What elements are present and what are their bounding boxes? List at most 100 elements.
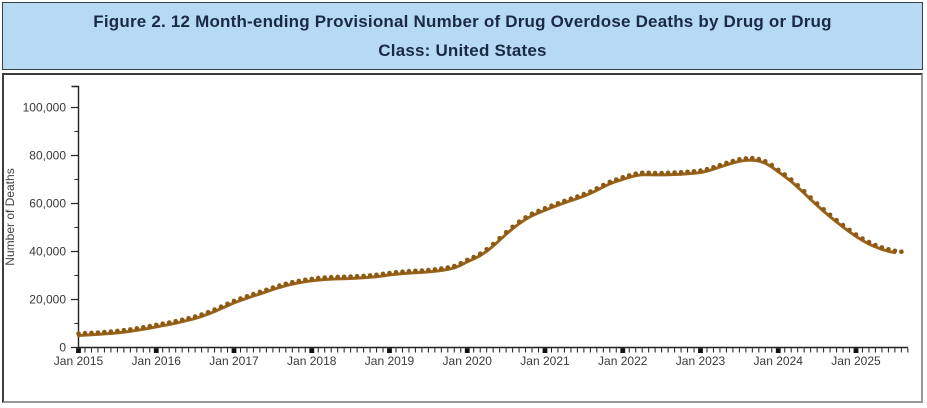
predicted-value-dot[interactable] <box>400 269 405 275</box>
predicted-value-dot[interactable] <box>782 172 787 177</box>
predicted-value-dot[interactable] <box>879 245 885 250</box>
predicted-value-dot[interactable] <box>160 321 165 327</box>
predicted-value-dot[interactable] <box>179 317 185 323</box>
predicted-value-dot[interactable] <box>834 217 839 223</box>
predicted-value-dot[interactable] <box>452 263 457 269</box>
predicted-value-dot[interactable] <box>892 248 898 254</box>
predicted-value-dot[interactable] <box>568 196 574 201</box>
predicted-value-dot[interactable] <box>581 191 587 197</box>
predicted-value-dot[interactable] <box>886 247 891 252</box>
predicted-value-dot[interactable] <box>108 329 114 334</box>
predicted-value-dot[interactable] <box>601 182 606 188</box>
predicted-value-dot[interactable] <box>730 158 736 164</box>
predicted-value-dot[interactable] <box>555 201 561 206</box>
predicted-value-dot[interactable] <box>277 283 282 288</box>
predicted-value-dot[interactable] <box>711 165 716 170</box>
predicted-value-dot[interactable] <box>458 261 464 266</box>
predicted-value-dot[interactable] <box>290 279 295 285</box>
predicted-value-dot[interactable] <box>866 239 872 245</box>
predicted-value-dot[interactable] <box>315 275 321 281</box>
predicted-value-dot[interactable] <box>542 206 548 211</box>
predicted-value-dot[interactable] <box>89 330 94 336</box>
predicted-value-dot[interactable] <box>296 278 302 284</box>
predicted-value-dot[interactable] <box>406 268 412 274</box>
predicted-value-dot[interactable] <box>244 294 250 299</box>
predicted-value-dot[interactable] <box>166 320 172 325</box>
predicted-value-dot[interactable] <box>497 236 502 241</box>
predicted-value-dot[interactable] <box>562 198 567 204</box>
predicted-value-dot[interactable] <box>523 215 528 220</box>
predicted-value-dot[interactable] <box>665 170 671 176</box>
predicted-value-dot[interactable] <box>536 208 541 214</box>
predicted-value-dot[interactable] <box>594 186 600 191</box>
predicted-value-dot[interactable] <box>704 166 710 172</box>
predicted-value-dot[interactable] <box>788 177 794 182</box>
predicted-value-dot[interactable] <box>173 318 178 324</box>
predicted-value-dot[interactable] <box>827 212 833 218</box>
predicted-value-dot[interactable] <box>626 173 632 178</box>
predicted-value-dot[interactable] <box>646 170 651 176</box>
predicted-value-dot[interactable] <box>238 296 243 301</box>
predicted-value-dot[interactable] <box>348 274 353 279</box>
predicted-value-dot[interactable] <box>737 157 742 162</box>
predicted-value-dot[interactable] <box>516 219 522 224</box>
predicted-value-dot[interactable] <box>192 314 198 319</box>
predicted-value-dot[interactable] <box>847 227 852 233</box>
predicted-value-dot[interactable] <box>678 170 684 175</box>
predicted-value-dot[interactable] <box>465 257 470 263</box>
predicted-value-dot[interactable] <box>614 177 619 182</box>
predicted-value-dot[interactable] <box>121 327 127 333</box>
predicted-value-dot[interactable] <box>588 189 593 194</box>
predicted-value-dot[interactable] <box>808 195 813 200</box>
predicted-value-dot[interactable] <box>335 274 341 280</box>
predicted-value-dot[interactable] <box>283 281 289 287</box>
predicted-value-dot[interactable] <box>490 241 496 247</box>
predicted-value-dot[interactable] <box>147 323 153 329</box>
predicted-value-dot[interactable] <box>607 179 613 185</box>
predicted-value-dot[interactable] <box>801 189 807 194</box>
predicted-value-dot[interactable] <box>575 194 580 199</box>
predicted-value-dot[interactable] <box>82 330 88 336</box>
predicted-value-dot[interactable] <box>685 169 690 175</box>
predicted-value-dot[interactable] <box>672 170 677 175</box>
predicted-value-dot[interactable] <box>633 171 638 176</box>
predicted-value-dot[interactable] <box>549 203 554 208</box>
predicted-value-dot[interactable] <box>620 175 626 180</box>
predicted-value-dot[interactable] <box>840 222 846 228</box>
predicted-value-dot[interactable] <box>154 322 159 328</box>
predicted-value-dot[interactable] <box>471 254 477 260</box>
predicted-value-dot[interactable] <box>763 159 768 164</box>
predicted-value-dot[interactable] <box>503 230 509 235</box>
predicted-value-dot[interactable] <box>141 325 146 330</box>
predicted-value-dot[interactable] <box>264 287 269 293</box>
predicted-value-dot[interactable] <box>309 276 315 282</box>
predicted-value-dot[interactable] <box>212 307 217 312</box>
predicted-value-dot[interactable] <box>426 267 431 273</box>
predicted-value-dot[interactable] <box>724 160 729 166</box>
predicted-value-dot[interactable] <box>134 326 140 331</box>
predicted-value-dot[interactable] <box>186 315 191 321</box>
predicted-value-dot[interactable] <box>380 271 386 277</box>
predicted-value-dot[interactable] <box>76 331 81 336</box>
predicted-value-dot[interactable] <box>354 273 360 279</box>
predicted-value-dot[interactable] <box>270 285 276 290</box>
predicted-value-dot[interactable] <box>257 289 263 295</box>
predicted-value-dot[interactable] <box>750 155 755 161</box>
predicted-value-dot[interactable] <box>691 169 697 174</box>
predicted-value-dot[interactable] <box>821 207 826 212</box>
predicted-value-dot[interactable] <box>698 168 703 173</box>
predicted-value-dot[interactable] <box>387 270 392 276</box>
predicted-value-dot[interactable] <box>328 274 334 280</box>
predicted-value-dot[interactable] <box>756 156 762 162</box>
predicted-value-dot[interactable] <box>477 251 483 256</box>
predicted-value-dot[interactable] <box>231 298 237 304</box>
predicted-value-dot[interactable] <box>652 170 658 176</box>
predicted-value-dot[interactable] <box>769 162 775 168</box>
predicted-value-dot[interactable] <box>303 277 308 283</box>
predicted-value-dot[interactable] <box>413 268 418 274</box>
predicted-value-dot[interactable] <box>367 273 373 278</box>
predicted-value-dot[interactable] <box>115 328 120 334</box>
predicted-value-dot[interactable] <box>860 236 865 241</box>
predicted-value-dot[interactable] <box>776 167 781 173</box>
